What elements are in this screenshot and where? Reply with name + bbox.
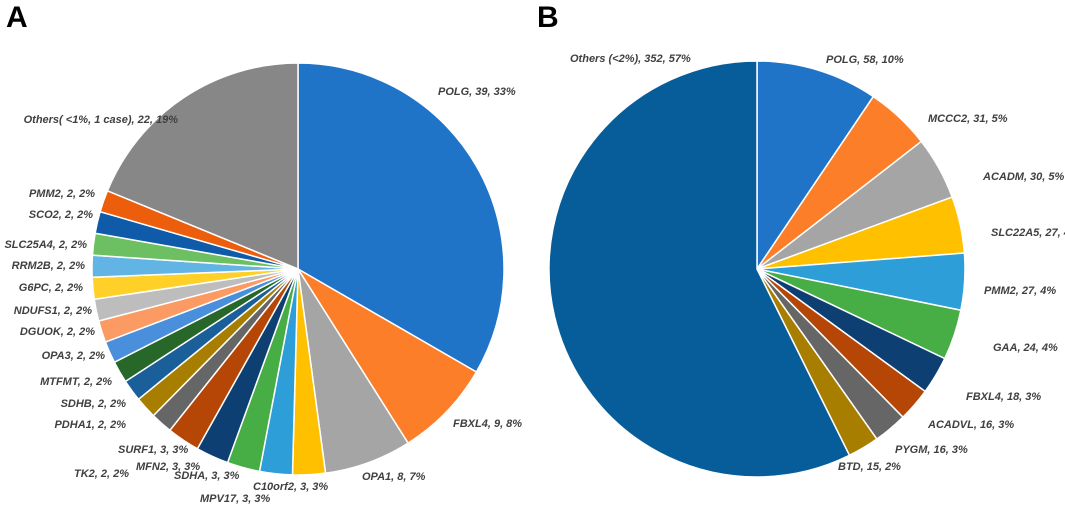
slice-label-mpv17: MPV17, 3, 3%	[200, 493, 271, 505]
slice-label-others-2: Others (<2%), 352, 57%	[570, 53, 691, 65]
slice-label-mccc2: MCCC2, 31, 5%	[928, 113, 1008, 125]
pie-chart-a	[91, 62, 505, 476]
slice-label-dguok: DGUOK, 2, 2%	[20, 326, 95, 338]
slice-label-sdha: SDHA, 3, 3%	[174, 470, 240, 482]
panel-label-b: B	[537, 1, 559, 34]
slice-label-acadvl: ACADVL, 16, 3%	[927, 419, 1014, 431]
slice-label-rrm2b: RRM2B, 2, 2%	[12, 260, 86, 272]
slice-label-gaa: GAA, 24, 4%	[993, 342, 1058, 354]
slice-label-pygm: PYGM, 16, 3%	[895, 444, 968, 456]
pie-chart-b-labels: POLG, 58, 10% MCCC2, 31, 5% ACADM, 30, 5% S…	[570, 53, 1065, 473]
slice-label-tk2: TK2, 2, 2%	[74, 468, 129, 480]
slice-label-pdha1: PDHA1, 2, 2%	[54, 419, 126, 431]
slice-label-slc22a5: SLC22A5, 27, 4%	[991, 227, 1065, 239]
slice-label-g6pc: G6PC, 2, 2%	[19, 282, 83, 294]
slice-label-c10orf2: C10orf2, 3, 3%	[253, 481, 328, 493]
slice-label-btd: BTD, 15, 2%	[838, 461, 901, 473]
slice-label-pmm2: PMM2, 27, 4%	[984, 285, 1056, 297]
pie-slice-polg	[297, 62, 505, 374]
slice-label-others-1-1-case: Others( <1%, 1 case), 22, 19%	[24, 114, 179, 126]
slice-label-fbxl4: FBXL4, 9, 8%	[453, 418, 522, 430]
slice-label-ndufs1: NDUFS1, 2, 2%	[14, 305, 92, 317]
pie-slice-fbxl4	[297, 268, 478, 445]
slice-label-sdhb: SDHB, 2, 2%	[61, 398, 127, 410]
slice-label-opa3: OPA3, 2, 2%	[42, 350, 106, 362]
pie-chart-b	[548, 60, 966, 478]
slice-label-polg: POLG, 58, 10%	[826, 54, 904, 66]
slice-label-pmm2: PMM2, 2, 2%	[29, 188, 95, 200]
pie-slice-others-1-1-case	[106, 62, 299, 271]
slice-label-sco2: SCO2, 2, 2%	[29, 209, 93, 221]
panel-label-a: A	[6, 1, 28, 34]
pie-slice-polg	[756, 60, 875, 272]
pie-slice-others-2	[548, 60, 851, 478]
slice-label-mtfmt: MTFMT, 2, 2%	[40, 376, 112, 388]
slice-label-polg: POLG, 39, 33%	[438, 86, 516, 98]
slice-label-surf1: SURF1, 3, 3%	[118, 444, 189, 456]
pie-chart-a-labels: POLG, 39, 33% FBXL4, 9, 8% OPA1, 8, 7% C10o…	[4, 86, 522, 505]
slice-label-opa1: OPA1, 8, 7%	[362, 471, 426, 483]
slice-label-fbxl4: FBXL4, 18, 3%	[966, 391, 1041, 403]
slice-label-slc25a4: SLC25A4, 2, 2%	[4, 239, 87, 251]
slice-label-acadm: ACADM, 30, 5%	[982, 171, 1065, 183]
slice-label-mfn2: MFN2, 3, 3%	[136, 461, 200, 473]
